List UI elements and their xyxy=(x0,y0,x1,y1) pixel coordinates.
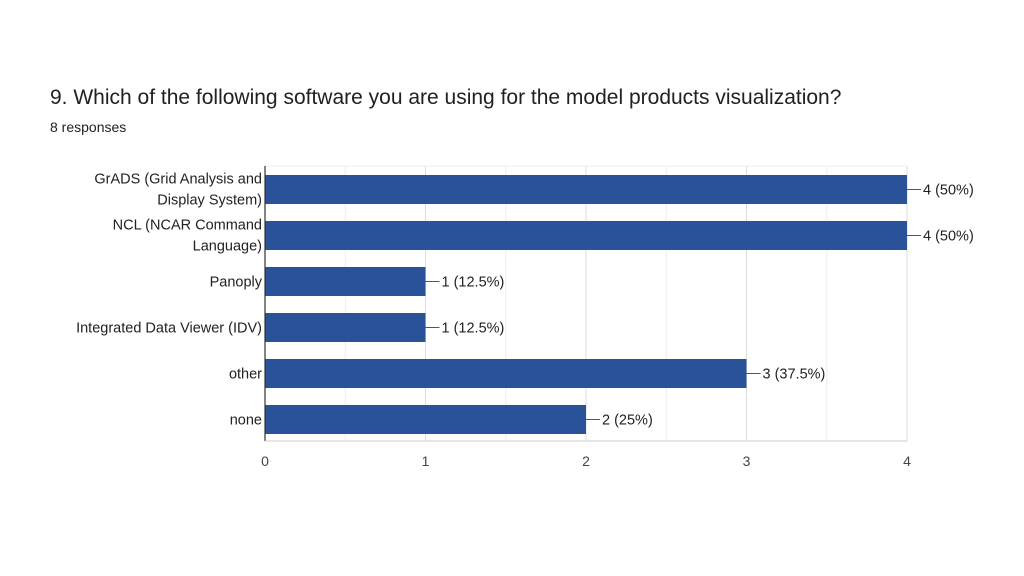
x-tick-label: 3 xyxy=(743,453,751,469)
category-label: Integrated Data Viewer (IDV) xyxy=(76,321,262,337)
bar xyxy=(265,405,586,434)
bar xyxy=(265,175,907,204)
category-label: GrADS (Grid Analysis and xyxy=(94,172,262,188)
x-tick-label: 1 xyxy=(422,453,430,469)
x-tick-label: 2 xyxy=(582,453,590,469)
bar xyxy=(265,267,426,296)
bar xyxy=(265,313,426,342)
category-label: Language) xyxy=(193,239,262,255)
category-label: other xyxy=(229,367,262,383)
x-tick-label: 0 xyxy=(261,453,269,469)
data-label: 4 (50%) xyxy=(923,229,974,245)
question-title: 9. Which of the following software you a… xyxy=(50,86,842,109)
data-label: 4 (50%) xyxy=(923,183,974,199)
data-label: 2 (25%) xyxy=(602,413,653,429)
category-label: NCL (NCAR Command xyxy=(113,218,262,234)
category-label: Panoply xyxy=(210,275,263,291)
x-tick-label: 4 xyxy=(903,453,911,469)
category-label: none xyxy=(230,413,262,429)
bar xyxy=(265,359,747,388)
category-label: Display System) xyxy=(157,193,262,209)
bar xyxy=(265,221,907,250)
data-label: 3 (37.5%) xyxy=(763,367,826,383)
data-label: 1 (12.5%) xyxy=(442,275,505,291)
response-count: 8 responses xyxy=(50,119,127,135)
data-label: 1 (12.5%) xyxy=(442,321,505,337)
